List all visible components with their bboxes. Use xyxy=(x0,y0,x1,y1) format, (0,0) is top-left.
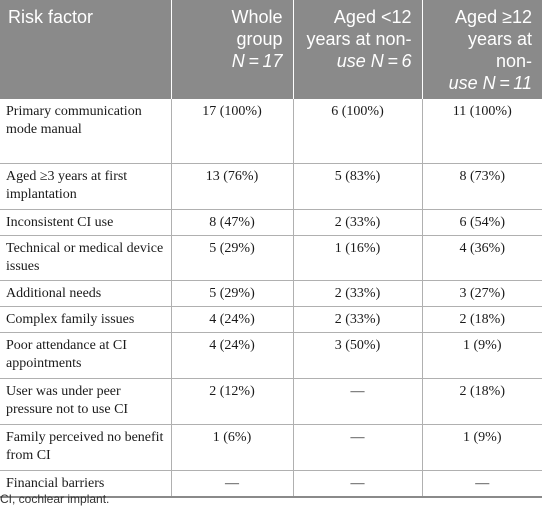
whole-group-cell: 2 (12%) xyxy=(170,378,293,425)
under-12-cell: — xyxy=(292,378,422,425)
under-12-cell: 3 (50%) xyxy=(292,332,422,379)
risk-factor-cell: Technical or medical device issues xyxy=(0,235,171,281)
over-12-cell: 2 (18%) xyxy=(421,306,542,333)
table-row: User was under peer pressure not to use … xyxy=(0,378,542,425)
over-12-cell: 4 (36%) xyxy=(421,235,542,281)
over-12-cell: 8 (73%) xyxy=(421,163,542,210)
over-12-cell: — xyxy=(421,470,542,498)
table-row: Financial barriers — — — xyxy=(0,470,542,498)
table-row: Primary communication mode manual 17 (10… xyxy=(0,99,542,164)
risk-factor-cell: Additional needs xyxy=(0,280,171,307)
table-row: Inconsistent CI use 8 (47%) 2 (33%) 6 (5… xyxy=(0,209,542,236)
table-row: Aged ≥3 years at first implantation 13 (… xyxy=(0,163,542,210)
over-12-cell: 1 (9%) xyxy=(421,332,542,379)
under-12-cell: 5 (83%) xyxy=(292,163,422,210)
over-12-cell: 3 (27%) xyxy=(421,280,542,307)
header-line: Risk factor xyxy=(8,7,94,27)
under-12-cell: 2 (33%) xyxy=(292,209,422,236)
whole-group-cell: 5 (29%) xyxy=(170,280,293,307)
risk-factor-cell: Aged ≥3 years at first implantation xyxy=(0,163,171,210)
under-12-cell: 1 (16%) xyxy=(292,235,422,281)
header-whole-group: Whole group N = 17 xyxy=(170,0,293,99)
under-12-cell: 2 (33%) xyxy=(292,280,422,307)
whole-group-cell: 17 (100%) xyxy=(170,99,293,164)
table-row: Family perceived no benefit from CI 1 (6… xyxy=(0,424,542,471)
header-risk-factor: Risk factor xyxy=(0,0,171,99)
under-12-cell: 2 (33%) xyxy=(292,306,422,333)
header-line: use N = 6 xyxy=(336,51,412,71)
whole-group-cell: — xyxy=(170,470,293,498)
over-12-cell: 1 (9%) xyxy=(421,424,542,471)
header-line: group xyxy=(236,29,283,49)
risk-factor-cell: User was under peer pressure not to use … xyxy=(0,378,171,425)
risk-factor-cell: Family perceived no benefit from CI xyxy=(0,424,171,471)
whole-group-cell: 4 (24%) xyxy=(170,332,293,379)
whole-group-cell: 4 (24%) xyxy=(170,306,293,333)
header-row: Risk factor Whole group N = 17 Aged <12 … xyxy=(0,0,542,99)
table-row: Technical or medical device issues 5 (29… xyxy=(0,235,542,281)
header-aged-under-12: Aged <12 years at non- use N = 6 xyxy=(292,0,422,99)
risk-factor-table: Risk factor Whole group N = 17 Aged <12 … xyxy=(0,0,542,498)
whole-group-cell: 5 (29%) xyxy=(170,235,293,281)
risk-factor-cell: Financial barriers xyxy=(0,470,171,498)
header-line: Aged ≥12 xyxy=(455,7,532,27)
risk-factor-cell: Primary communication mode manual xyxy=(0,99,171,164)
header-line: years at non- xyxy=(467,29,532,71)
table-row: Poor attendance at CI appointments 4 (24… xyxy=(0,332,542,379)
whole-group-cell: 8 (47%) xyxy=(170,209,293,236)
table-container: Risk factor Whole group N = 17 Aged <12 … xyxy=(0,0,542,498)
header-aged-12-plus: Aged ≥12 years at non- use N = 11 xyxy=(421,0,542,99)
header-line: N = 17 xyxy=(231,51,283,71)
over-12-cell: 2 (18%) xyxy=(421,378,542,425)
header-line: use N = 11 xyxy=(448,73,532,93)
table-row: Additional needs 5 (29%) 2 (33%) 3 (27%) xyxy=(0,280,542,307)
whole-group-cell: 1 (6%) xyxy=(170,424,293,471)
whole-group-cell: 13 (76%) xyxy=(170,163,293,210)
risk-factor-cell: Poor attendance at CI appointments xyxy=(0,332,171,379)
risk-factor-cell: Inconsistent CI use xyxy=(0,209,171,236)
table-footnote: CI, cochlear implant. xyxy=(0,492,110,506)
risk-factor-cell: Complex family issues xyxy=(0,306,171,333)
header-line: Whole xyxy=(231,7,283,27)
table-row: Complex family issues 4 (24%) 2 (33%) 2 … xyxy=(0,306,542,333)
under-12-cell: 6 (100%) xyxy=(292,99,422,164)
under-12-cell: — xyxy=(292,470,422,498)
over-12-cell: 11 (100%) xyxy=(421,99,542,164)
header-line: years at non- xyxy=(306,29,412,49)
header-line: Aged <12 xyxy=(333,7,412,27)
over-12-cell: 6 (54%) xyxy=(421,209,542,236)
under-12-cell: — xyxy=(292,424,422,471)
